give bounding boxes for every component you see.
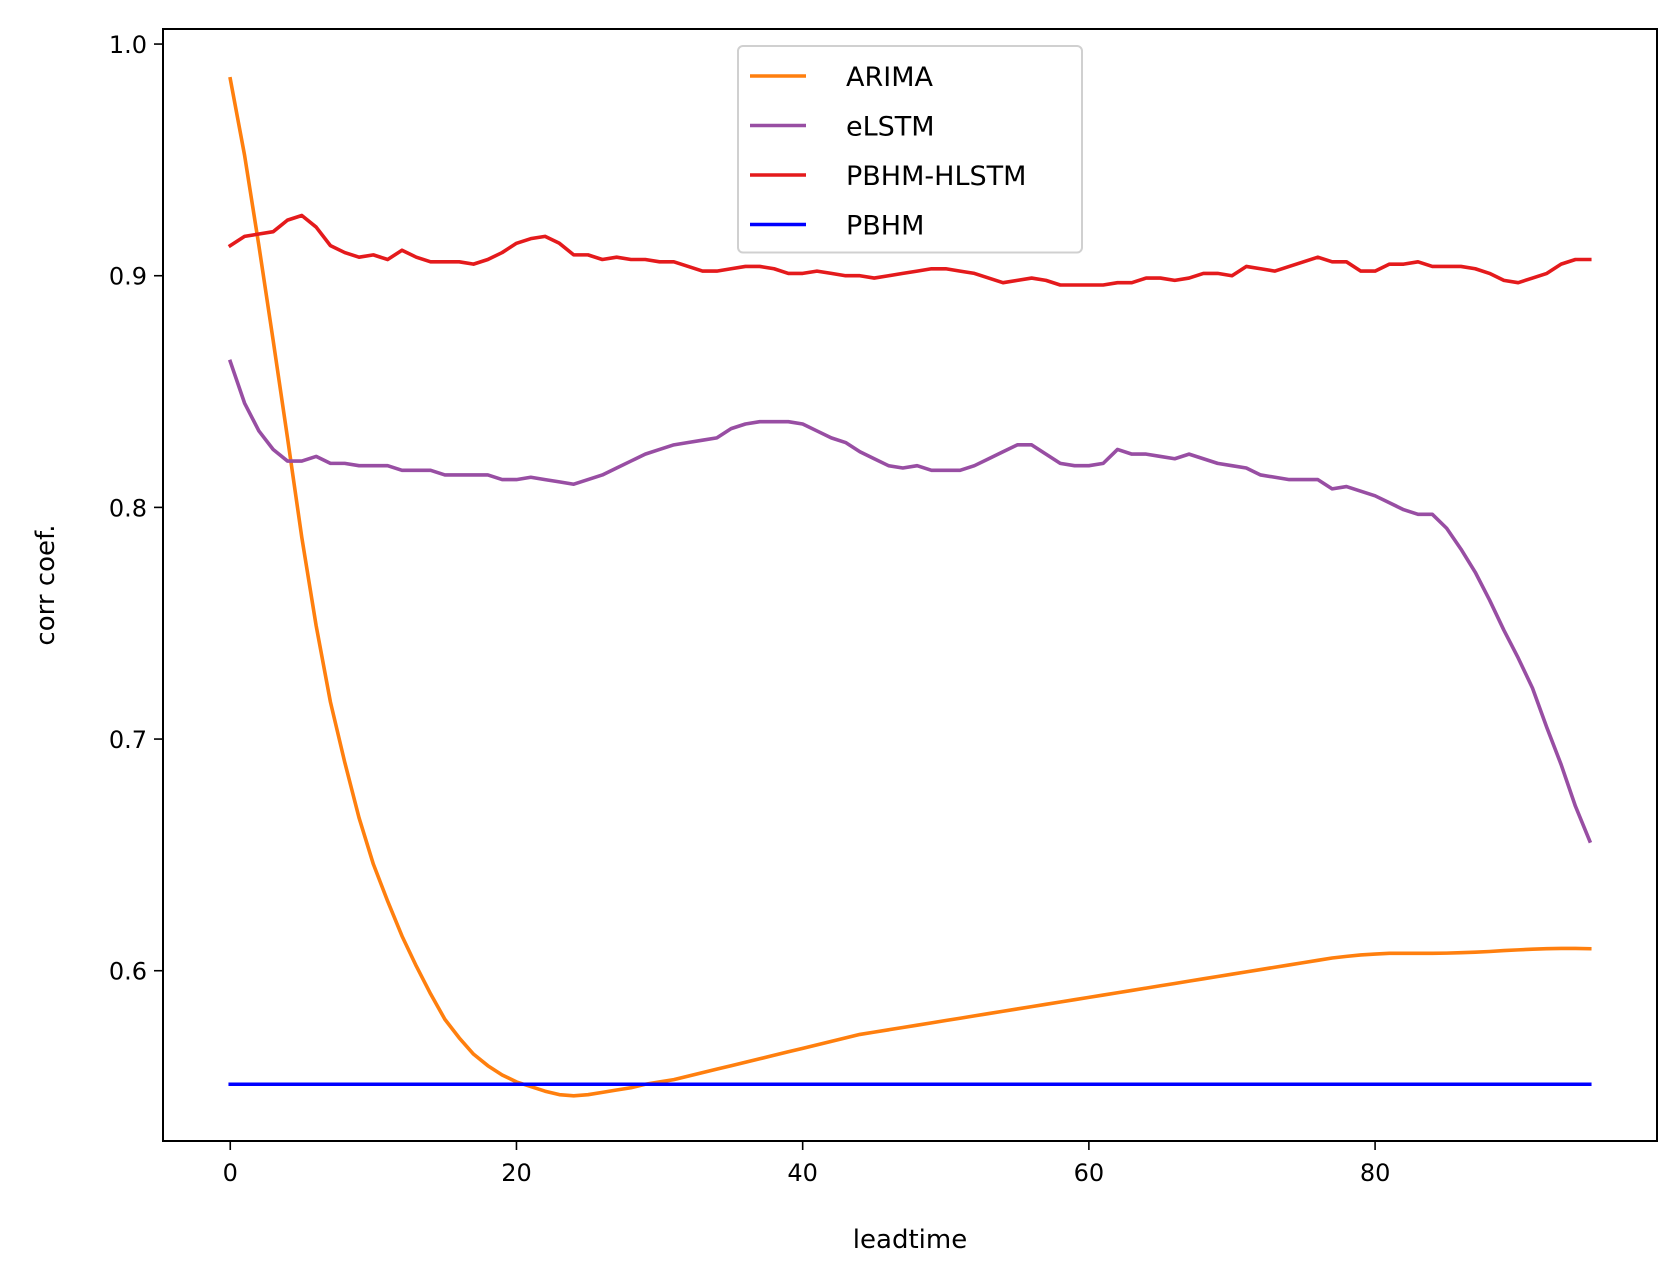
legend-label: PBHM <box>846 211 924 242</box>
y-tick-label: 0.9 <box>109 263 147 291</box>
series-layer <box>227 76 1593 1098</box>
x-tick-label: 60 <box>1074 1159 1105 1187</box>
x-tick-label: 40 <box>787 1159 818 1187</box>
legend: ARIMA eLSTM PBHM-HLSTM PBHM <box>737 45 1083 254</box>
x-tick-label: 80 <box>1360 1159 1391 1187</box>
legend-box <box>737 45 1083 254</box>
legend-label: ARIMA <box>846 62 933 93</box>
legend-label: PBHM-HLSTM <box>846 161 1026 192</box>
series-line-pbhm-hlstm <box>227 213 1592 287</box>
y-tick-label: 0.6 <box>109 958 147 986</box>
series-line-arima <box>228 76 1592 1098</box>
axis-ticks: 0 20 40 60 80 0.6 0.7 0.8 0.9 1.0 <box>109 31 1391 1187</box>
plot-frame <box>162 28 1658 1142</box>
legend-label: eLSTM <box>846 112 935 143</box>
x-tick-label: 20 <box>501 1159 532 1187</box>
y-axis-label: corr coef. <box>31 524 61 645</box>
x-tick-label: 0 <box>223 1159 238 1187</box>
y-tick-label: 1.0 <box>109 31 147 59</box>
y-tick-label: 0.7 <box>109 726 147 754</box>
series-line-elstm <box>227 359 1593 844</box>
x-axis-label: leadtime <box>853 1225 967 1255</box>
y-tick-label: 0.8 <box>109 494 147 522</box>
